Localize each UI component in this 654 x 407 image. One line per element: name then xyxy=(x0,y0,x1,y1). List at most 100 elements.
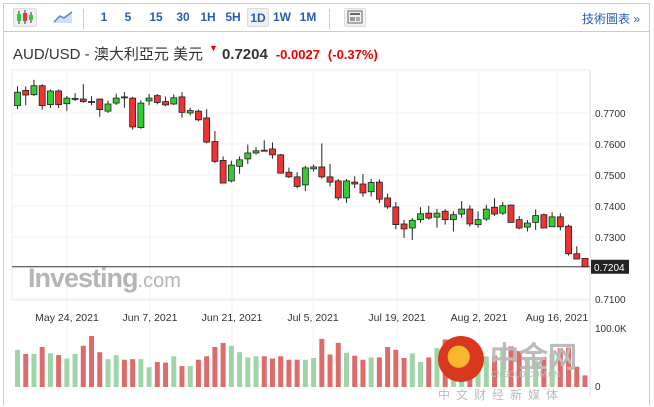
candle xyxy=(301,165,309,192)
x-tick-label: Jul 5, 2021 xyxy=(287,312,339,324)
candle xyxy=(581,257,589,268)
toolbar: 1 5 15 30 1H 5H 1D 1W 1M 技術圖表 » xyxy=(3,3,650,32)
candle xyxy=(112,93,120,105)
candle-body xyxy=(441,210,449,221)
candle-body xyxy=(71,98,79,100)
volume-bar xyxy=(195,359,201,387)
candle xyxy=(425,206,433,220)
candle xyxy=(121,91,128,108)
interval-5[interactable]: 5 xyxy=(124,10,132,24)
candle xyxy=(441,209,449,225)
candle-body xyxy=(425,212,433,219)
volume-bar xyxy=(97,352,103,387)
volume-bar xyxy=(56,355,62,387)
volume-bar xyxy=(204,356,210,387)
candle xyxy=(219,156,227,184)
y-tick-label: 0.7400 xyxy=(595,202,626,213)
interval-1m[interactable]: 1M xyxy=(299,10,317,24)
cngold-name: 中金网 xyxy=(490,342,578,374)
candle-body xyxy=(260,149,268,152)
candle xyxy=(334,179,342,201)
candle xyxy=(392,201,400,230)
candle-body xyxy=(450,214,457,221)
volume-tick-label: 0 xyxy=(595,382,601,393)
interval-1h[interactable]: 1H xyxy=(200,10,216,24)
candle-body xyxy=(359,183,367,194)
candle-body xyxy=(153,95,161,103)
candlestick-chart-button[interactable] xyxy=(13,8,37,27)
candle-body xyxy=(482,208,490,220)
candle xyxy=(55,89,63,109)
candle-body xyxy=(219,160,227,184)
candle-body xyxy=(318,166,326,178)
candle xyxy=(22,86,30,106)
volume-tick-label: 100.0K xyxy=(595,324,627,335)
candle-body xyxy=(458,208,466,215)
candle xyxy=(318,143,326,179)
volume-bar xyxy=(582,375,588,387)
technical-chart-link[interactable]: 技術圖表 » xyxy=(581,12,640,26)
candle xyxy=(195,109,202,122)
candle xyxy=(384,193,392,209)
volume-bar xyxy=(302,359,308,387)
candle xyxy=(351,176,359,189)
interval-1[interactable]: 1 xyxy=(100,10,108,24)
candle-body xyxy=(30,85,38,96)
candle xyxy=(236,156,243,174)
candle xyxy=(186,107,194,116)
interval-1w[interactable]: 1W xyxy=(273,10,291,24)
volume-bar xyxy=(508,346,514,387)
candle-body xyxy=(63,97,71,105)
volume-bar xyxy=(179,366,185,387)
x-tick-label: Aug 16, 2021 xyxy=(526,312,589,324)
interval-5h[interactable]: 5H xyxy=(225,10,241,24)
candle-body xyxy=(343,180,350,199)
volume-bar xyxy=(311,358,317,387)
volume-bar xyxy=(80,345,86,387)
candle xyxy=(14,86,21,109)
volume-bar xyxy=(253,356,259,387)
candle-body xyxy=(433,212,441,218)
volume-bar xyxy=(574,366,580,387)
volume-bar xyxy=(237,352,243,387)
candle xyxy=(162,96,169,107)
cngold-logo xyxy=(438,336,484,382)
candle xyxy=(466,205,474,227)
candle xyxy=(367,179,375,197)
interval-30[interactable]: 30 xyxy=(176,10,190,24)
candle-body xyxy=(22,89,30,96)
candle-body xyxy=(104,103,112,112)
candle-body xyxy=(293,176,301,187)
candle xyxy=(104,100,112,113)
candle-body xyxy=(170,97,178,105)
area-chart-button[interactable] xyxy=(51,8,75,27)
volume-bar xyxy=(434,348,440,387)
candle-body xyxy=(79,98,87,102)
volume-bar xyxy=(220,342,226,387)
candle-body xyxy=(121,96,128,99)
candle xyxy=(277,153,285,174)
interval-15[interactable]: 15 xyxy=(149,10,163,24)
candle xyxy=(532,209,540,230)
x-tick-label: Aug 2, 2021 xyxy=(451,312,508,324)
x-tick-label: May 24, 2021 xyxy=(35,312,99,324)
volume-bar xyxy=(360,359,366,387)
candle xyxy=(293,172,301,189)
candle xyxy=(491,198,498,216)
volume-bar xyxy=(23,353,29,387)
candle xyxy=(203,109,211,144)
news-toggle-button[interactable] xyxy=(344,8,366,27)
candle xyxy=(211,130,219,164)
volume-bar xyxy=(89,335,95,387)
candle-body xyxy=(203,117,211,143)
volume-bar xyxy=(327,354,333,387)
candle-body xyxy=(129,97,137,128)
volume-bar xyxy=(294,359,300,387)
candle-body xyxy=(392,206,400,225)
candle xyxy=(244,144,252,164)
interval-1d[interactable]: 1D xyxy=(247,8,269,27)
candle-body xyxy=(367,182,375,193)
volume-bar xyxy=(368,357,374,387)
candle-body xyxy=(515,219,523,229)
